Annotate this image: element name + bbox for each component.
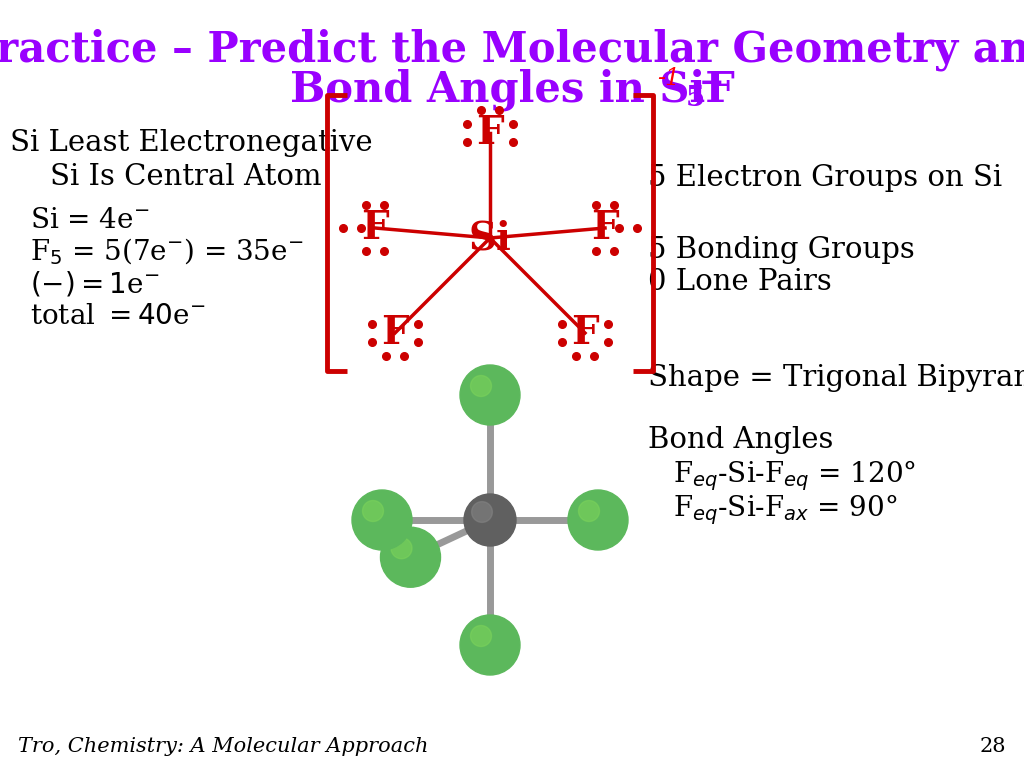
Text: F: F xyxy=(591,209,618,247)
Text: Tro, Chemistry: A Molecular Approach: Tro, Chemistry: A Molecular Approach xyxy=(18,737,428,756)
Text: -1: -1 xyxy=(657,67,680,90)
Text: Bond Angles: Bond Angles xyxy=(648,426,834,454)
Text: Si Least Electronegative: Si Least Electronegative xyxy=(10,129,373,157)
Circle shape xyxy=(470,376,492,396)
Circle shape xyxy=(579,501,599,521)
Text: 5 Bonding Groups: 5 Bonding Groups xyxy=(648,236,914,264)
Circle shape xyxy=(464,494,516,546)
Text: 5 Electron Groups on Si: 5 Electron Groups on Si xyxy=(648,164,1002,192)
Text: F$_{eq}$-Si-F$_{eq}$ = 120°: F$_{eq}$-Si-F$_{eq}$ = 120° xyxy=(673,458,916,493)
Circle shape xyxy=(460,615,520,675)
Text: 28: 28 xyxy=(980,737,1006,756)
Circle shape xyxy=(568,490,628,550)
Circle shape xyxy=(391,538,412,559)
Text: −: − xyxy=(699,68,725,98)
Text: Si Is Central Atom: Si Is Central Atom xyxy=(50,163,322,191)
Circle shape xyxy=(472,502,493,522)
Text: Shape = Trigonal Bipyramid: Shape = Trigonal Bipyramid xyxy=(648,364,1024,392)
Text: F: F xyxy=(361,209,389,247)
Text: F: F xyxy=(571,314,599,352)
Text: Practice – Predict the Molecular Geometry and: Practice – Predict the Molecular Geometr… xyxy=(0,28,1024,71)
Text: total $= 40$e$^{-}$: total $= 40$e$^{-}$ xyxy=(30,303,206,329)
Text: 0 Lone Pairs: 0 Lone Pairs xyxy=(648,268,831,296)
Text: F: F xyxy=(476,114,504,152)
Text: 5: 5 xyxy=(686,85,706,112)
Circle shape xyxy=(381,527,440,588)
Circle shape xyxy=(352,490,412,550)
Text: Bond Angles in SiF: Bond Angles in SiF xyxy=(290,69,734,111)
Circle shape xyxy=(362,501,384,521)
Text: Si = 4e$^{-}$: Si = 4e$^{-}$ xyxy=(30,207,150,233)
Text: $(-) = 1$e$^{-}$: $(-) = 1$e$^{-}$ xyxy=(30,270,160,299)
Text: F: F xyxy=(381,314,409,352)
Circle shape xyxy=(470,625,492,647)
Text: Si: Si xyxy=(469,219,511,257)
Text: F$_{eq}$-Si-F$_{ax}$ = 90°: F$_{eq}$-Si-F$_{ax}$ = 90° xyxy=(673,493,897,528)
Circle shape xyxy=(460,365,520,425)
Text: F$_5$ = 5(7e$^{-}$) = 35e$^{-}$: F$_5$ = 5(7e$^{-}$) = 35e$^{-}$ xyxy=(30,237,303,267)
